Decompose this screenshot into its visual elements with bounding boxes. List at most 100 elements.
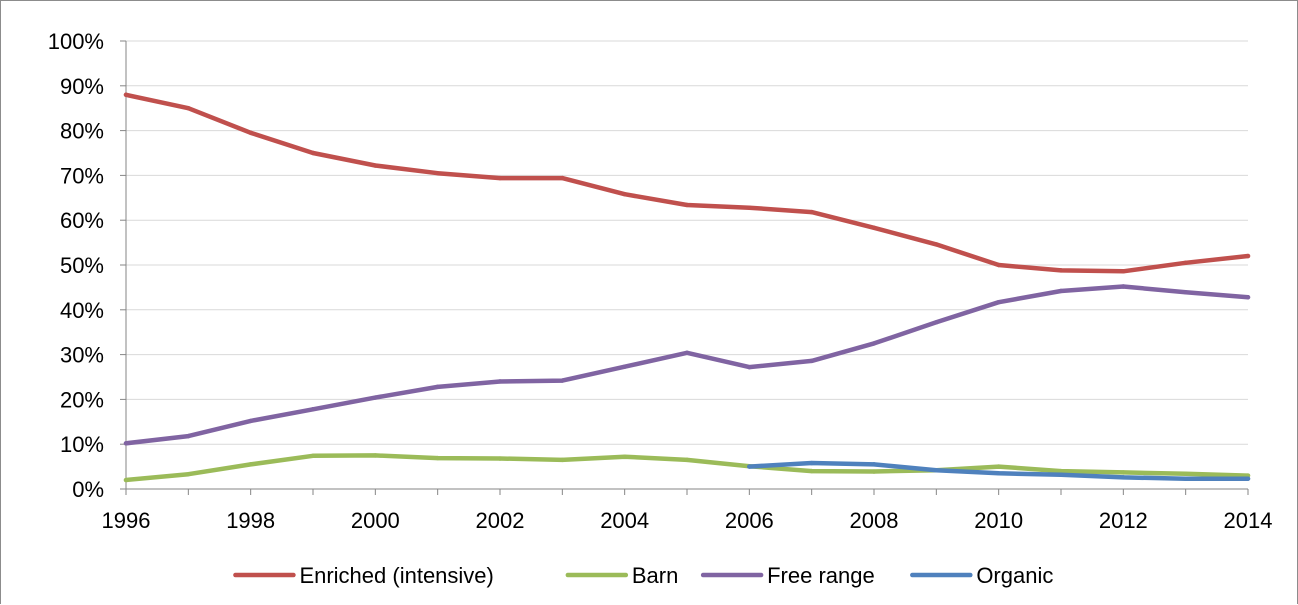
data-point (373, 453, 378, 458)
y-tick-label: 50% (60, 253, 104, 278)
data-point (871, 341, 877, 346)
data-point (435, 455, 440, 461)
series-line-0 (123, 92, 1251, 274)
data-point (809, 460, 814, 466)
x-tick-label: 2000 (351, 508, 400, 533)
data-point (186, 433, 191, 439)
y-tick-label: 80% (60, 119, 104, 144)
data-point (1121, 475, 1126, 480)
data-point (497, 456, 503, 461)
legend-item-3: Organic (910, 563, 1053, 588)
data-point (996, 464, 1001, 469)
data-point (1183, 471, 1188, 476)
data-point (1183, 260, 1188, 265)
y-tick-label: 100% (48, 29, 104, 54)
data-point (560, 175, 565, 181)
x-tick-label: 2012 (1099, 508, 1148, 533)
legend-label: Barn (632, 563, 678, 588)
data-point (123, 441, 129, 446)
data-point (310, 150, 316, 156)
data-point (809, 209, 814, 215)
data-point (186, 106, 191, 111)
data-point (684, 350, 690, 356)
legend-item-0: Enriched (intensive) (233, 563, 494, 588)
data-point (1245, 295, 1251, 300)
x-tick-label: 1996 (102, 508, 151, 533)
y-tick-label: 0% (72, 477, 104, 502)
data-point (435, 170, 440, 176)
data-point (373, 163, 378, 168)
x-tick-label: 2006 (725, 508, 774, 533)
data-point (1058, 288, 1064, 294)
data-point (123, 92, 129, 97)
data-point (310, 453, 316, 459)
legend: Enriched (intensive) Barn Free range Organi… (233, 563, 1053, 588)
data-point (747, 205, 752, 210)
data-point (123, 477, 129, 483)
data-point (248, 462, 253, 467)
data-point (1245, 253, 1251, 259)
data-point (1058, 468, 1064, 474)
y-tick-label: 30% (60, 343, 104, 368)
data-point (373, 395, 378, 400)
data-point (934, 242, 939, 247)
data-point (871, 469, 877, 474)
data-point (1058, 472, 1064, 477)
data-point (1121, 470, 1126, 475)
data-point (248, 418, 253, 424)
y-axis-ticks: 0% 10% 20% 30% 40% 50% 60% 70% 80% 90% 100% (48, 29, 126, 502)
data-point (186, 472, 191, 477)
data-point (684, 457, 690, 463)
data-point (1183, 290, 1188, 295)
data-point (996, 299, 1001, 305)
data-point (1183, 476, 1188, 481)
legend-item-2: Free range (700, 563, 875, 588)
y-tick-label: 70% (60, 163, 104, 188)
y-tick-label: 90% (60, 74, 104, 99)
x-tick-label: 2008 (850, 508, 899, 533)
x-tick-label: 2010 (974, 508, 1023, 533)
data-point (622, 454, 627, 459)
data-point (1121, 284, 1126, 289)
data-point (996, 471, 1001, 476)
data-point (747, 364, 752, 370)
data-point (622, 192, 627, 197)
data-point (560, 378, 565, 383)
series-lines (123, 92, 1251, 483)
data-point (684, 202, 690, 208)
y-tick-label: 20% (60, 387, 104, 412)
data-point (1121, 269, 1126, 274)
data-point (809, 358, 814, 364)
x-tick-label: 2002 (476, 508, 525, 533)
data-point (809, 468, 814, 474)
data-point (1245, 476, 1251, 481)
x-axis-ticks: 1996 1998 2000 2002 2004 2006 2008 2010 2012 2014 (102, 489, 1273, 533)
data-point (871, 225, 877, 231)
y-tick-label: 40% (60, 298, 104, 323)
x-tick-label: 2004 (600, 508, 649, 533)
y-tick-label: 10% (60, 432, 104, 457)
y-tick-label: 60% (60, 208, 104, 233)
legend-label: Organic (976, 563, 1053, 588)
data-point (622, 364, 627, 369)
data-point (497, 379, 503, 384)
legend-label: Free range (767, 563, 875, 588)
x-tick-label: 1998 (226, 508, 275, 533)
legend-item-1: Barn (565, 563, 678, 588)
data-point (996, 262, 1001, 268)
data-point (1058, 268, 1064, 273)
data-point (435, 384, 440, 390)
data-point (560, 457, 565, 463)
data-point (934, 467, 939, 473)
data-point (497, 175, 503, 181)
data-point (871, 462, 877, 467)
x-tick-label: 2014 (1224, 508, 1273, 533)
data-point (934, 320, 939, 325)
data-point (747, 464, 752, 469)
legend-label: Enriched (intensive) (299, 563, 493, 588)
gridlines (126, 40, 1248, 445)
data-point (248, 130, 253, 136)
data-point (310, 407, 316, 412)
